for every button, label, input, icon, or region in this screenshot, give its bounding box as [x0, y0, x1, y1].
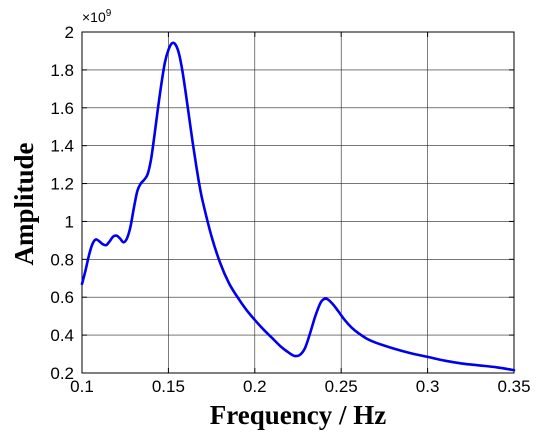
- y-multiplier-exp: 9: [106, 8, 112, 19]
- series-line: [80, 41, 516, 372]
- ticks: [81, 31, 515, 374]
- x-tick-label: 0.2: [243, 377, 267, 396]
- y-tick-label: 0.8: [50, 250, 74, 269]
- x-tick-label: 0.25: [325, 377, 358, 396]
- y-tick-labels: 0.2 0.4 0.6 0.8 1 1.2 1.4 1.6 1.8 2: [50, 23, 74, 383]
- y-tick-label: 1.4: [50, 137, 74, 156]
- y-tick-label: 1.2: [50, 175, 74, 194]
- y-tick-label: 0.2: [50, 364, 74, 383]
- y-tick-label: 2: [65, 23, 74, 42]
- y-tick-label: 1: [65, 212, 74, 231]
- x-axis-title: Frequency / Hz: [210, 400, 386, 430]
- x-tick-labels: 0.1 0.15 0.2 0.25 0.3 0.35: [70, 377, 530, 396]
- x-tick-label: 0.3: [416, 377, 440, 396]
- x-tick-label: 0.35: [497, 377, 530, 396]
- y-axis-title: Amplitude: [9, 142, 39, 265]
- grid: [82, 32, 514, 373]
- y-tick-label: 0.6: [50, 288, 74, 307]
- y-tick-label: 1.8: [50, 61, 74, 80]
- y-tick-label: 1.6: [50, 99, 74, 118]
- x-tick-label: 0.1: [70, 377, 94, 396]
- y-multiplier-base: ×10: [82, 9, 106, 25]
- x-tick-label: 0.15: [152, 377, 185, 396]
- y-axis-multiplier: ×109: [82, 8, 112, 25]
- plot-frame: [81, 31, 515, 374]
- y-tick-label: 0.4: [50, 326, 74, 345]
